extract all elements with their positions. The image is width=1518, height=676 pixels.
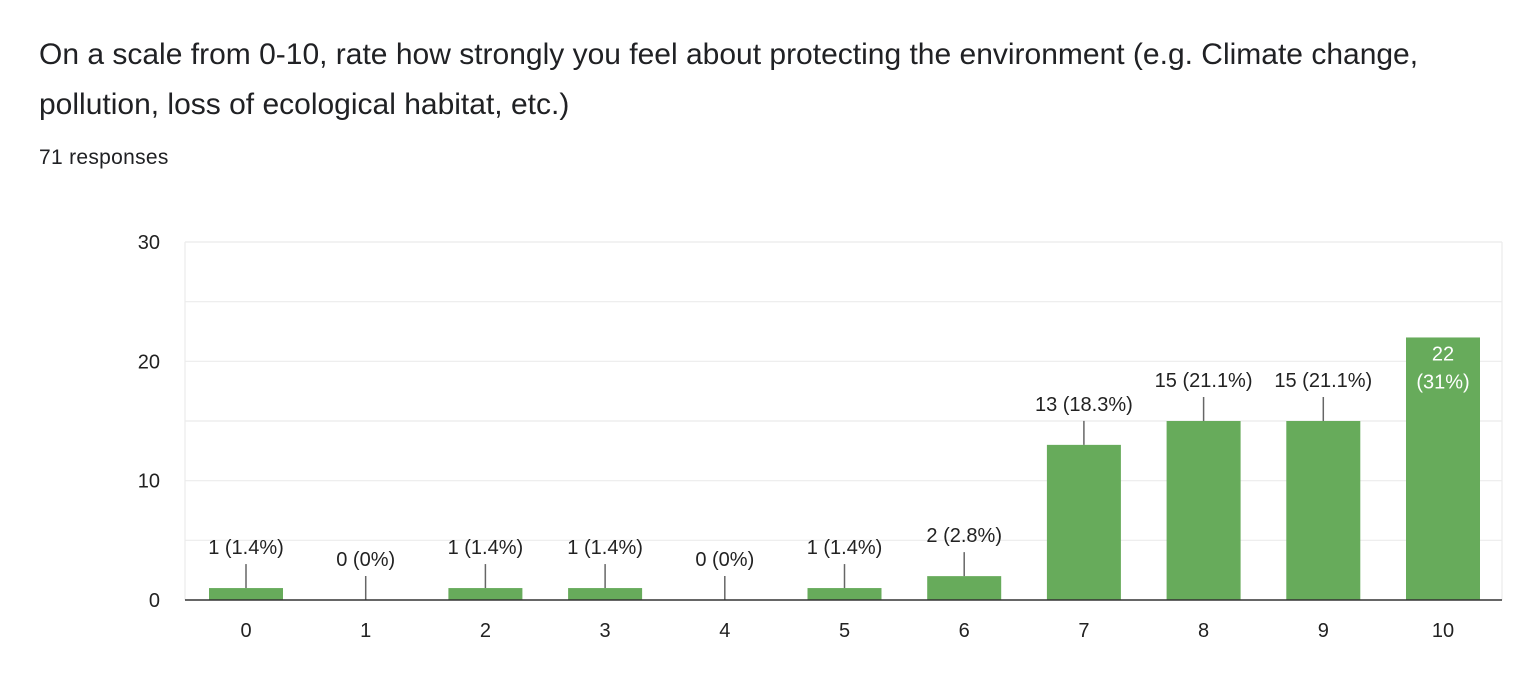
- bar: [1286, 421, 1361, 600]
- bar: [1166, 421, 1241, 600]
- bar: [448, 588, 523, 600]
- x-tick-label: 3: [600, 620, 611, 642]
- y-tick-label: 30: [138, 232, 160, 254]
- x-tick-label: 0: [240, 620, 251, 642]
- bar: [209, 588, 283, 600]
- bar: [568, 588, 643, 600]
- response-count: 71 responses: [39, 146, 169, 169]
- x-tick-label: 4: [719, 620, 730, 642]
- x-tick-label: 6: [959, 620, 970, 642]
- data-label: 1 (1.4%): [448, 537, 524, 559]
- y-tick-label: 20: [138, 351, 160, 373]
- data-label: 2 (2.8%): [926, 525, 1002, 547]
- x-tick-label: 5: [839, 620, 850, 642]
- x-tick-label: 1: [360, 620, 371, 642]
- bar: [1046, 444, 1121, 600]
- data-label: 1 (1.4%): [567, 537, 643, 559]
- x-tick-label: 7: [1078, 620, 1089, 642]
- x-tick-label: 9: [1318, 620, 1329, 642]
- data-label: 0 (0%): [336, 549, 395, 571]
- bar: [1406, 337, 1480, 600]
- x-tick-label: 10: [1432, 620, 1454, 642]
- data-label: (31%): [1416, 371, 1469, 393]
- data-label: 13 (18.3%): [1035, 394, 1133, 416]
- y-tick-label: 0: [149, 590, 160, 612]
- x-tick-label: 8: [1198, 620, 1209, 642]
- data-label: 15 (21.1%): [1155, 370, 1253, 392]
- data-label: 22: [1432, 343, 1454, 365]
- data-label: 1 (1.4%): [208, 537, 284, 559]
- data-label: 1 (1.4%): [807, 537, 883, 559]
- bar: [807, 588, 882, 600]
- bar: [927, 576, 1002, 600]
- data-label: 0 (0%): [695, 549, 754, 571]
- data-label: 15 (21.1%): [1274, 370, 1372, 392]
- question-title: On a scale from 0-10, rate how strongly …: [39, 38, 1419, 121]
- x-tick-label: 2: [480, 620, 491, 642]
- y-tick-label: 10: [138, 471, 160, 493]
